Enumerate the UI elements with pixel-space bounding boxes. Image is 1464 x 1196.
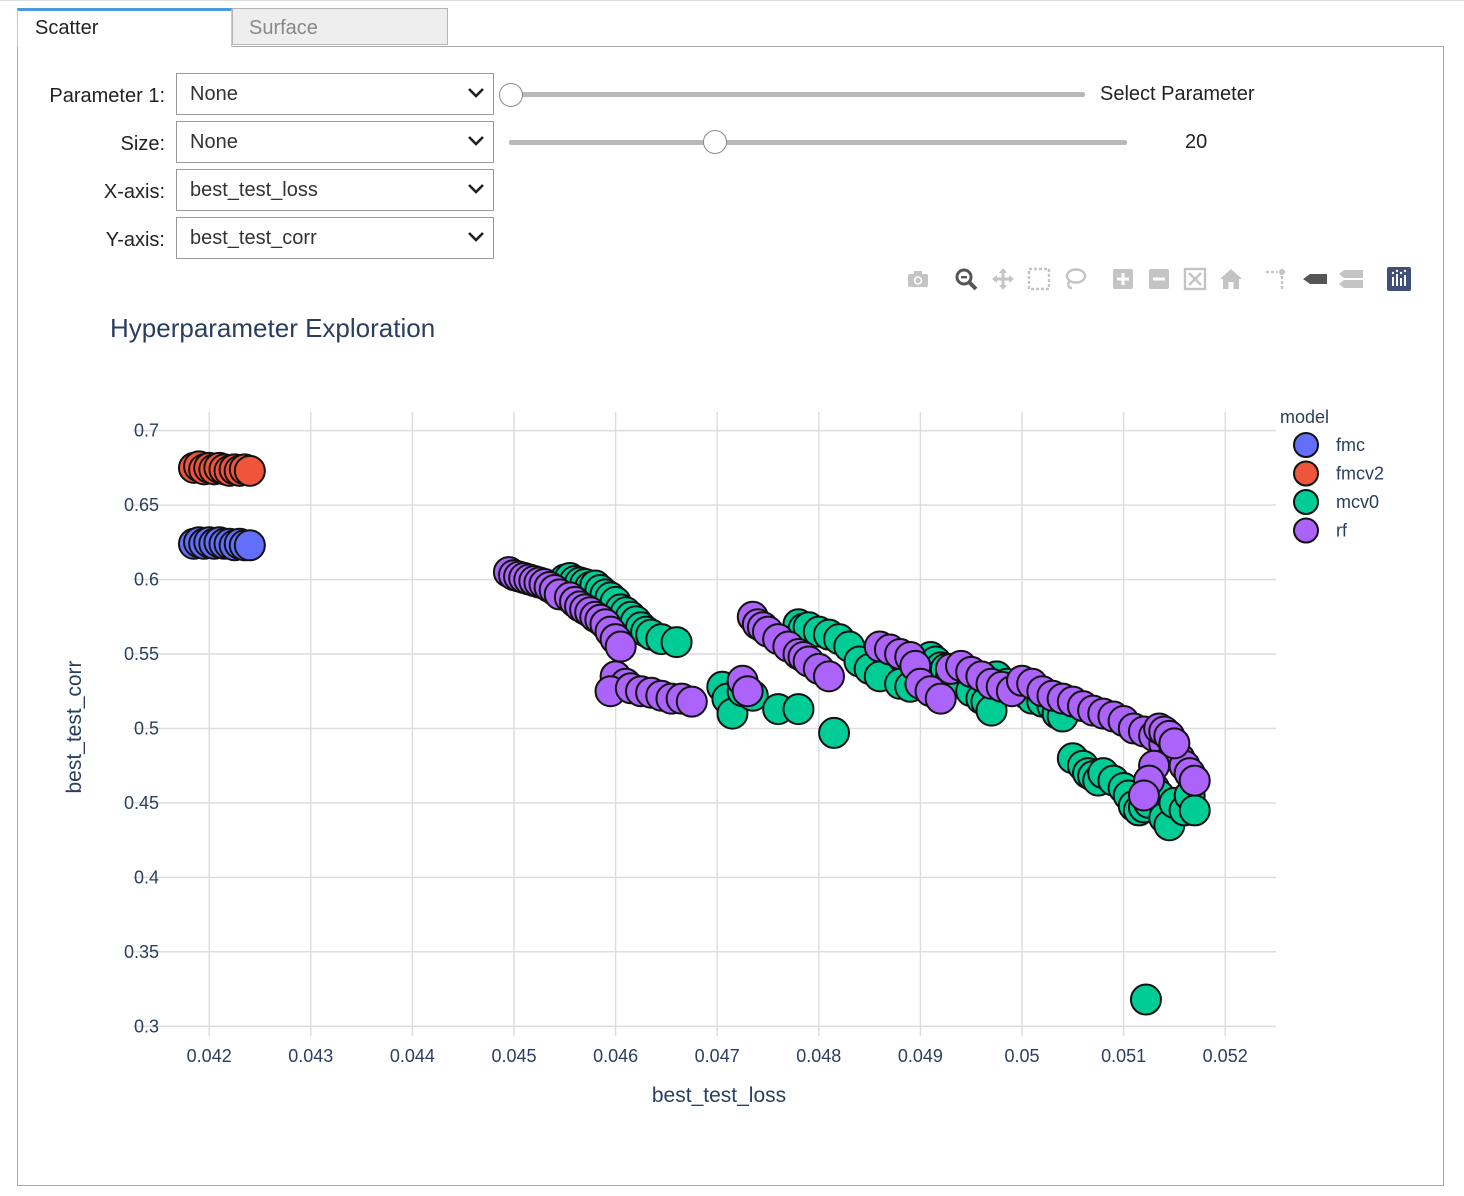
- size-label: Size:: [120, 133, 165, 155]
- size-slider-value: 20: [1185, 131, 1208, 153]
- y-tick-label: 0.55: [124, 644, 159, 664]
- xaxis-select[interactable]: best_test_loss: [176, 169, 494, 211]
- legend-marker-mcv0[interactable]: [1293, 489, 1319, 515]
- point-rf[interactable]: [1158, 727, 1191, 760]
- legend-label-mcv0[interactable]: mcv0: [1336, 492, 1379, 512]
- size-slider-track[interactable]: [509, 140, 1127, 145]
- y-tick-label: 0.5: [134, 718, 159, 738]
- param1-slider-handle[interactable]: [499, 83, 523, 107]
- point-rf[interactable]: [675, 685, 708, 718]
- camera-icon[interactable]: [905, 266, 931, 292]
- point-rf[interactable]: [604, 630, 637, 663]
- legend-label-rf[interactable]: rf: [1336, 521, 1348, 541]
- chevron-down-icon: [468, 136, 484, 146]
- legend-marker-rf[interactable]: [1293, 517, 1319, 544]
- x-tick-label: 0.046: [593, 1046, 638, 1066]
- size-select[interactable]: None: [176, 121, 494, 163]
- legend-title: model: [1280, 407, 1329, 427]
- scatter-points: [177, 450, 1211, 1016]
- point-mcv0[interactable]: [1129, 983, 1162, 1016]
- point-rf[interactable]: [924, 682, 957, 715]
- spike-lines-icon[interactable]: [1263, 266, 1289, 292]
- chevron-down-icon: [468, 232, 484, 242]
- autoscale-icon[interactable]: [1182, 266, 1208, 292]
- x-tick-label: 0.049: [898, 1046, 943, 1066]
- point-mcv0[interactable]: [782, 693, 815, 726]
- legend: model fmc fmcv2 mcv0 rf: [1280, 407, 1384, 544]
- point-fmcv2[interactable]: [233, 454, 266, 487]
- xaxis-value: best_test_loss: [190, 179, 318, 201]
- param1-slider-value: Select Parameter: [1100, 83, 1255, 105]
- legend-marker-fmcv2[interactable]: [1293, 460, 1319, 487]
- chevron-down-icon: [468, 184, 484, 194]
- param1-label: Parameter 1:: [49, 85, 165, 107]
- chevron-down-icon: [468, 88, 484, 98]
- legend-label-fmc[interactable]: fmc: [1336, 435, 1365, 455]
- y-tick-label: 0.35: [124, 942, 159, 962]
- hover-compare-icon[interactable]: [1338, 266, 1364, 292]
- chart-title: Hyperparameter Exploration: [110, 313, 435, 343]
- hover-closest-icon[interactable]: [1302, 266, 1328, 292]
- x-tick-label: 0.042: [187, 1046, 232, 1066]
- y-tick-label: 0.65: [124, 495, 159, 515]
- plotly-logo-icon[interactable]: [1386, 266, 1412, 292]
- param1-slider-track[interactable]: [511, 92, 1085, 97]
- x-axis-ticks: 0.042 0.043 0.044 0.045 0.046 0.047 0.048 0.049…: [187, 1046, 1248, 1066]
- zoom-icon[interactable]: [953, 266, 979, 292]
- point-rf[interactable]: [1178, 764, 1211, 797]
- x-tick-label: 0.048: [796, 1046, 841, 1066]
- x-tick-label: 0.043: [288, 1046, 333, 1066]
- point-rf[interactable]: [731, 675, 764, 708]
- point-fmc[interactable]: [233, 529, 266, 562]
- zoom-out-icon[interactable]: [1146, 266, 1172, 292]
- y-tick-label: 0.6: [134, 570, 159, 590]
- x-tick-label: 0.044: [390, 1046, 435, 1066]
- point-mcv0[interactable]: [660, 626, 693, 659]
- tab-scatter[interactable]: Scatter: [17, 8, 232, 47]
- xaxis-label: X-axis:: [103, 181, 165, 203]
- x-tick-label: 0.051: [1101, 1046, 1146, 1066]
- lasso-select-icon[interactable]: [1062, 266, 1088, 292]
- legend-marker-fmc[interactable]: [1293, 432, 1319, 458]
- y-tick-label: 0.3: [134, 1016, 159, 1036]
- x-tick-label: 0.045: [491, 1046, 536, 1066]
- param1-value: None: [190, 83, 238, 105]
- pan-icon[interactable]: [990, 266, 1016, 292]
- yaxis-select[interactable]: best_test_corr: [176, 217, 494, 259]
- yaxis-value: best_test_corr: [190, 227, 317, 249]
- size-value: None: [190, 131, 238, 153]
- top-border: [0, 0, 1464, 1]
- box-select-icon[interactable]: [1026, 266, 1052, 292]
- modebar: [0, 266, 1464, 294]
- y-tick-label: 0.4: [134, 867, 159, 887]
- point-rf[interactable]: [1127, 779, 1160, 812]
- x-tick-label: 0.05: [1004, 1046, 1039, 1066]
- yaxis-label: Y-axis:: [105, 229, 165, 251]
- point-mcv0[interactable]: [1178, 794, 1211, 827]
- point-rf[interactable]: [812, 660, 845, 693]
- y-tick-label: 0.45: [124, 793, 159, 813]
- tab-surface[interactable]: Surface: [232, 8, 448, 45]
- x-tick-label: 0.047: [695, 1046, 740, 1066]
- zoom-in-icon[interactable]: [1110, 266, 1136, 292]
- chart-grid: [133, 412, 1276, 1036]
- reset-axes-icon[interactable]: [1218, 266, 1244, 292]
- param1-select[interactable]: None: [176, 73, 494, 115]
- legend-label-fmcv2[interactable]: fmcv2: [1336, 464, 1384, 484]
- y-tick-label: 0.7: [134, 421, 159, 441]
- size-slider-handle[interactable]: [703, 130, 727, 154]
- y-axis-label: best_test_corr: [63, 660, 86, 793]
- point-mcv0[interactable]: [818, 716, 851, 749]
- y-axis-ticks: 0.3 0.35 0.4 0.45 0.5 0.55 0.6 0.65 0.7: [124, 421, 159, 1037]
- x-axis-label: best_test_loss: [652, 1084, 786, 1107]
- x-tick-label: 0.052: [1203, 1046, 1248, 1066]
